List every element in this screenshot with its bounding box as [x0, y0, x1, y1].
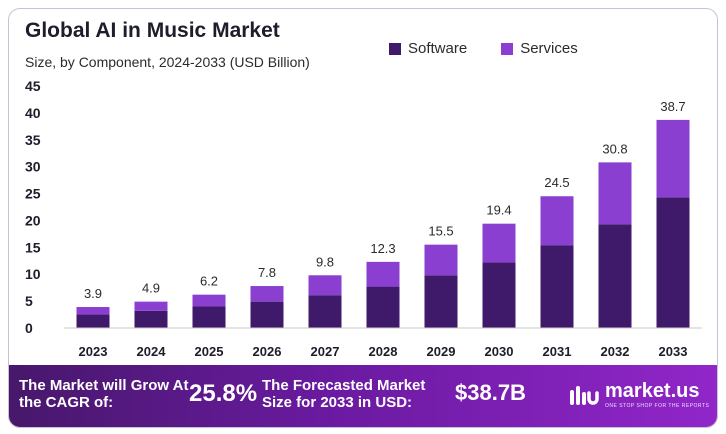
- x-tick-label: 2026: [253, 344, 282, 359]
- x-tick-label: 2023: [79, 344, 108, 359]
- summary-footer: The Market will Grow At the CAGR of: 25.…: [9, 365, 717, 427]
- market-us-logo-icon: [570, 386, 599, 405]
- bar-services: [656, 119, 690, 198]
- bar-total-label: 9.8: [316, 254, 334, 269]
- brand-logo: market.us ONE STOP SHOP FOR THE REPORTS: [569, 381, 709, 409]
- cagr-label: The Market will Grow At the CAGR of:: [19, 377, 189, 411]
- bar-software: [482, 262, 516, 328]
- legend-swatch-services: [501, 42, 514, 55]
- y-tick-label: 35: [25, 132, 41, 148]
- bar-software: [540, 245, 574, 328]
- chart-title: Global AI in Music Market: [25, 19, 280, 42]
- y-tick-label: 0: [25, 320, 33, 336]
- bar-total-label: 15.5: [428, 224, 453, 239]
- legend-label-software: Software: [408, 40, 468, 57]
- x-tick-label: 2033: [659, 344, 688, 359]
- bar-total-label: 7.8: [258, 265, 276, 280]
- chart-subtitle: Size, by Component, 2024-2033 (USD Billi…: [25, 54, 310, 70]
- bar-total-label: 6.2: [200, 274, 218, 289]
- bar-total-label: 38.7: [660, 99, 685, 114]
- bar-software: [366, 286, 400, 328]
- bar-software: [656, 197, 690, 328]
- x-tick-label: 2032: [601, 344, 630, 359]
- brand-text: market.us ONE STOP SHOP FOR THE REPORTS: [605, 381, 709, 409]
- bar-total-label: 3.9: [84, 286, 102, 301]
- bar-services: [424, 244, 458, 276]
- x-tick-label: 2029: [427, 344, 456, 359]
- y-tick-label: 15: [25, 239, 41, 255]
- y-tick-label: 40: [25, 105, 41, 121]
- bar-total-label: 19.4: [486, 203, 511, 218]
- cagr-value: 25.8%: [189, 380, 258, 407]
- bar-software: [598, 224, 632, 328]
- x-tick-label: 2031: [543, 344, 572, 359]
- bar-total-label: 4.9: [142, 281, 160, 296]
- x-tick-label: 2030: [485, 344, 514, 359]
- y-tick-label: 45: [25, 78, 41, 94]
- y-tick-label: 30: [25, 159, 41, 175]
- bar-services: [134, 301, 168, 311]
- chart-legend: Software Services: [389, 40, 578, 57]
- x-tick-label: 2028: [369, 344, 398, 359]
- legend-swatch-software: [389, 42, 401, 55]
- forecast-label: The Forecasted Market Size for 2033 in U…: [262, 377, 426, 411]
- bar-total-label: 12.3: [370, 241, 395, 256]
- bar-services: [308, 275, 342, 296]
- bar-services: [482, 223, 516, 263]
- y-tick-label: 10: [25, 266, 41, 282]
- bar-services: [366, 261, 400, 287]
- bar-services: [540, 196, 574, 246]
- y-tick-label: 5: [25, 293, 33, 309]
- bar-total-label: 24.5: [544, 175, 569, 190]
- bar-software: [308, 295, 342, 328]
- bar-services: [598, 162, 632, 225]
- bar-software: [424, 275, 458, 328]
- y-tick-label: 25: [25, 186, 41, 202]
- legend-label-services: Services: [520, 40, 578, 57]
- bar-services: [192, 294, 226, 307]
- chart-card: Global AI in Music Market Size, by Compo…: [8, 8, 718, 428]
- forecast-value: $38.7B: [455, 380, 526, 405]
- legend-item-software: Software: [389, 40, 467, 57]
- x-tick-label: 2025: [195, 344, 224, 359]
- bar-services: [250, 286, 284, 302]
- bar-software: [250, 301, 284, 328]
- bar-total-label: 30.8: [602, 141, 627, 156]
- y-tick-label: 20: [25, 212, 41, 228]
- x-tick-label: 2027: [311, 344, 340, 359]
- legend-item-services: Services: [501, 40, 578, 57]
- bar-services: [76, 307, 110, 315]
- brand-name: market.us: [605, 380, 700, 402]
- bar-chart: 45 40 35 30 25 20 15 10 5 0 3.9 2023 4.9 2024 6.2 2025 7…: [25, 78, 702, 359]
- x-tick-label: 2024: [137, 344, 167, 359]
- bar-software: [134, 310, 168, 328]
- brand-tagline: ONE STOP SHOP FOR THE REPORTS: [605, 403, 710, 409]
- bar-software: [76, 314, 110, 328]
- bar-software: [192, 306, 226, 328]
